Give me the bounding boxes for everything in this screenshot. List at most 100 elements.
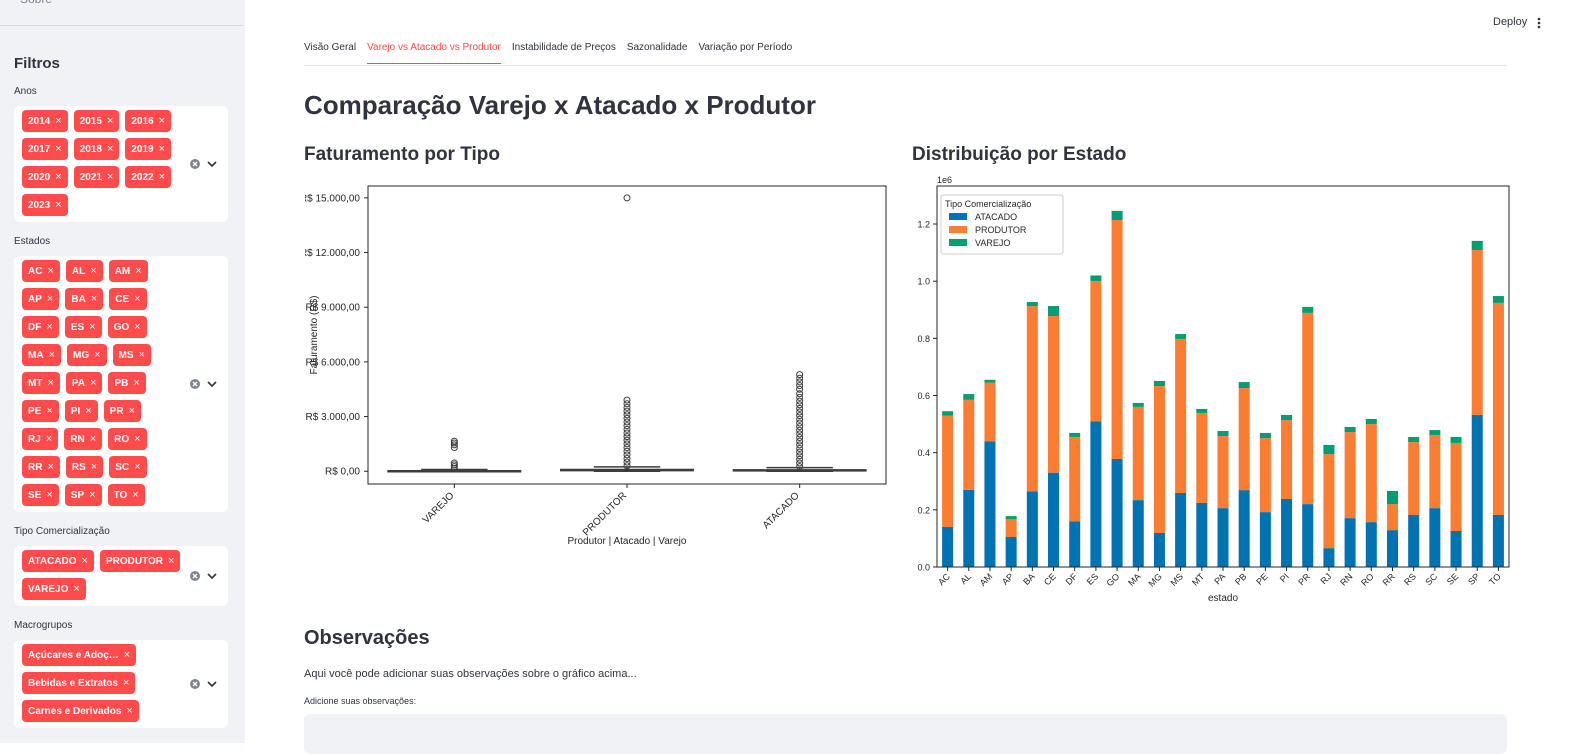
tag[interactable]: PA [65, 372, 103, 394]
tag[interactable]: PRODUTOR [99, 550, 181, 572]
outlier [796, 390, 804, 398]
tag[interactable]: Bebidas e Extratos [22, 672, 136, 694]
tag[interactable]: 2016 [125, 110, 172, 132]
filters: Anos 201420152016 201720182019 202020212022… [14, 86, 228, 742]
tab[interactable]: Instabilidade de Preços [511, 42, 616, 53]
dropdown-icon[interactable] [207, 573, 217, 580]
x-tick-label: BA [1021, 571, 1037, 587]
tag[interactable]: BA [65, 288, 104, 310]
bar-segment [1153, 380, 1165, 387]
tag[interactable]: RN [64, 428, 103, 450]
bar-segment [984, 382, 996, 442]
tab[interactable]: Varejo vs Atacado vs Produtor [367, 42, 501, 64]
tag[interactable]: ATACADO [22, 550, 94, 572]
tag[interactable]: 2021 [73, 166, 120, 188]
outlier [796, 459, 804, 467]
tag[interactable]: AM [108, 260, 148, 282]
tag[interactable]: AL [65, 260, 103, 282]
outlier [623, 414, 631, 422]
outlier [623, 411, 631, 419]
menu-button[interactable] [1536, 16, 1542, 30]
dropdown-icon[interactable] [207, 161, 217, 168]
x-tick-label: PB [1233, 571, 1249, 587]
outlier [796, 371, 804, 379]
tag[interactable]: TO [107, 484, 145, 506]
tag[interactable]: 2014 [22, 110, 68, 132]
tag[interactable]: SP [64, 484, 102, 506]
tag[interactable]: PE [22, 400, 59, 422]
bar-segment [1365, 418, 1377, 425]
tag[interactable]: Açúcares e Adoç… [22, 644, 137, 666]
dropdown-icon[interactable] [207, 381, 217, 388]
tag[interactable]: MA [22, 344, 61, 366]
tag[interactable]: CE [109, 288, 147, 310]
outlier [623, 447, 631, 455]
bar-segment [1408, 514, 1420, 567]
deploy-button[interactable]: Deploy [1493, 16, 1528, 28]
outlier [623, 400, 631, 408]
outlier [450, 437, 458, 445]
tag[interactable]: SE [22, 484, 59, 506]
text-area[interactable] [304, 714, 1507, 754]
x-tick-label: RS [1402, 571, 1418, 587]
tag[interactable]: MG [67, 344, 107, 366]
tab[interactable]: Variação por Período [698, 42, 793, 53]
y-tick-label: R$ 0,00 [325, 467, 360, 478]
tag[interactable]: SC [109, 456, 147, 478]
bar-segment [963, 489, 975, 567]
bar-segment [1365, 424, 1377, 523]
tab[interactable]: Visão Geral [304, 42, 357, 53]
tag[interactable]: RR [22, 456, 60, 478]
bar-segment [984, 441, 996, 567]
tag[interactable]: RO [108, 428, 147, 450]
x-tick-label: PR [1296, 571, 1312, 587]
bar-segment [1471, 250, 1483, 415]
tag[interactable]: PB [108, 372, 146, 394]
tag[interactable]: 2018 [73, 138, 120, 160]
tag[interactable]: PR [103, 400, 142, 422]
bar-segment [1323, 444, 1335, 455]
tab[interactable]: Sazonalidade [626, 42, 688, 53]
tag[interactable]: ES [64, 316, 102, 338]
multiselect[interactable]: 201420152016 201720182019 202020212022 2023 [14, 106, 228, 222]
outlier [623, 458, 631, 466]
tag[interactable]: RS [65, 456, 104, 478]
tag[interactable]: AC [22, 260, 60, 282]
bar-segment [1111, 458, 1123, 567]
tag[interactable]: 2022 [125, 166, 172, 188]
tag[interactable]: 2020 [22, 166, 68, 188]
tag[interactable]: PI [64, 400, 98, 422]
outlier [796, 382, 804, 390]
tag[interactable]: VAREJO [22, 578, 86, 600]
outlier [796, 404, 804, 412]
bar-segment [942, 415, 954, 527]
tag[interactable]: Carnes e Derivados [22, 700, 139, 722]
tag[interactable]: 2017 [22, 138, 68, 160]
outlier [450, 461, 458, 469]
bar-segment [1175, 492, 1187, 567]
tag[interactable]: RJ [22, 428, 59, 450]
outlier [796, 412, 804, 420]
tag-list: 201420152016 201720182019 202020212022 2023 [22, 110, 182, 216]
y-tick-label: 0.0 [917, 563, 930, 573]
outlier [796, 448, 804, 456]
multiselect[interactable]: Açúcares e Adoç… Bebidas e Extratos Carnes… [14, 640, 228, 728]
outlier [796, 455, 804, 463]
outlier [796, 444, 804, 452]
tag[interactable]: DF [22, 316, 59, 338]
sidebar-link[interactable]: Sobre [20, 0, 52, 6]
tag[interactable]: AP [22, 288, 60, 310]
x-axis-label: Produtor | Atacado | Varejo [568, 536, 687, 547]
tag[interactable]: GO [107, 316, 147, 338]
tag[interactable]: 2015 [73, 110, 120, 132]
tag[interactable]: MT [22, 372, 60, 394]
bar-segment [1238, 388, 1250, 491]
dropdown-icon[interactable] [207, 681, 217, 688]
tag[interactable]: MS [112, 344, 151, 366]
tag[interactable]: 2019 [125, 138, 172, 160]
tag[interactable]: 2023 [22, 194, 68, 216]
